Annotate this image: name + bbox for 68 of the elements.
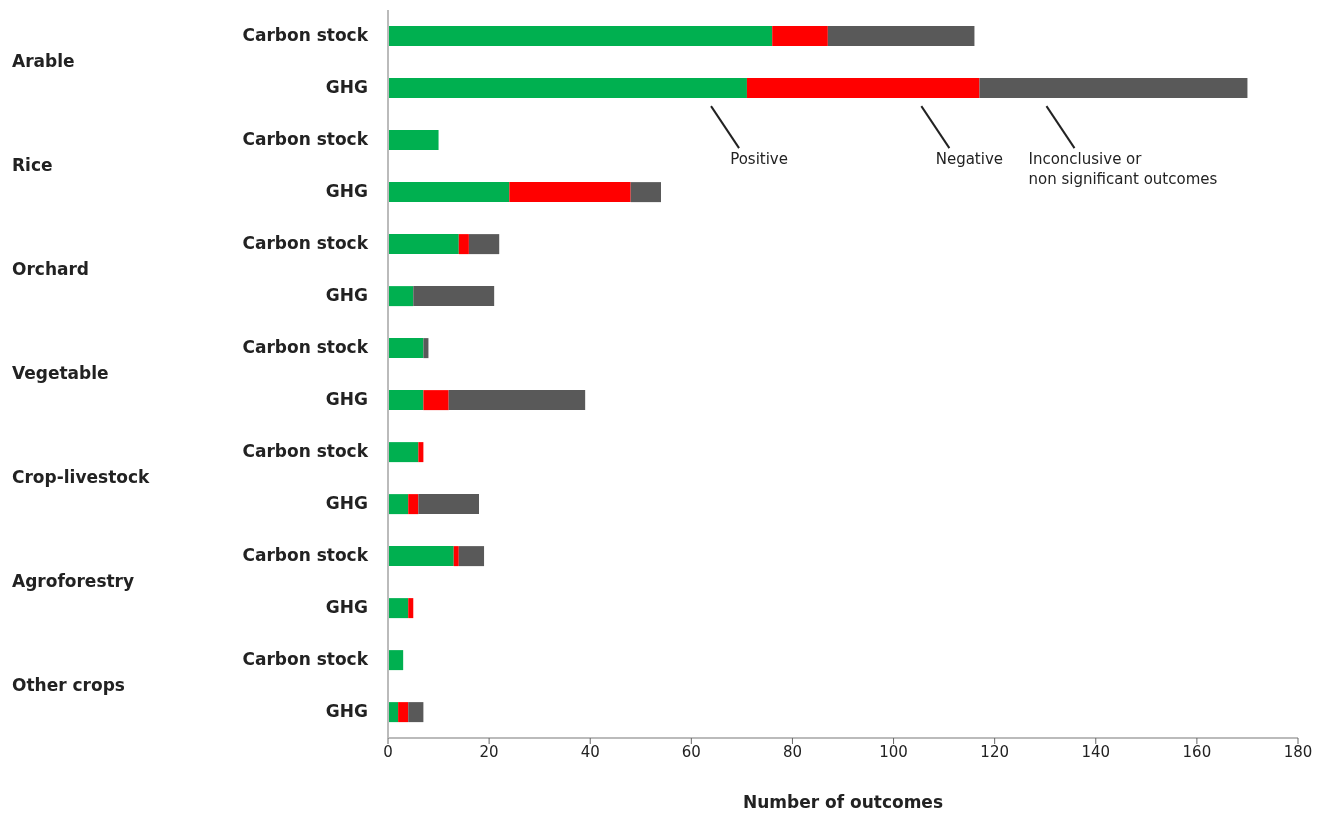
y-tick-label: GHG	[325, 597, 368, 617]
text: Other crops	[12, 675, 125, 695]
bar	[468, 234, 500, 255]
bar	[408, 598, 414, 619]
bar	[388, 182, 510, 203]
y-tick-label: GHG	[325, 701, 368, 721]
x-tick-label: 0	[383, 742, 393, 761]
text: Agroforestry	[12, 571, 135, 591]
x-tick-label: 100	[879, 742, 908, 761]
y-tick-label: Carbon stock	[242, 441, 369, 461]
x-tick-label: 160	[1182, 742, 1212, 761]
bar	[458, 234, 469, 255]
bar	[423, 338, 429, 359]
bar	[453, 546, 459, 567]
text: Crop-livestock	[12, 467, 151, 487]
bar	[772, 26, 828, 47]
x-tick-label: 120	[980, 742, 1009, 761]
y-tick-label: GHG	[325, 285, 368, 305]
bar	[388, 494, 409, 515]
bar	[418, 442, 424, 463]
bar	[509, 182, 631, 203]
x-tick-label: 40	[580, 742, 600, 761]
x-axis-title: Number of outcomes	[742, 792, 944, 812]
bar	[827, 26, 975, 47]
x-tick-label: 20	[479, 742, 499, 761]
y-tick-label: Carbon stock	[242, 649, 369, 669]
text: Rice	[12, 155, 53, 175]
bar	[388, 338, 424, 359]
y-tick-label: GHG	[325, 493, 368, 513]
text: Inconclusive or non significant outcomes	[1028, 150, 1218, 189]
bar	[388, 650, 404, 671]
text: Arable	[12, 51, 75, 71]
bar	[408, 494, 419, 515]
bar	[388, 78, 747, 99]
bar	[746, 78, 980, 99]
y-tick-label: Carbon stock	[242, 25, 369, 45]
x-tick-label: 140	[1081, 742, 1111, 761]
bar	[388, 546, 454, 567]
y-tick-label: Carbon stock	[242, 545, 369, 565]
bar	[388, 286, 414, 307]
x-tick-label: 80	[782, 742, 802, 761]
y-tick-label: GHG	[325, 389, 368, 409]
bar	[448, 390, 586, 411]
y-tick-label: Carbon stock	[242, 337, 369, 357]
text: Negative	[935, 150, 1004, 169]
text: Vegetable	[12, 363, 109, 383]
bar	[423, 390, 449, 411]
bar	[388, 442, 419, 463]
bar	[388, 598, 409, 619]
y-tick-label: Carbon stock	[242, 129, 369, 149]
bar	[979, 78, 1248, 99]
x-tick-label: 180	[1283, 742, 1313, 761]
x-tick-label: 60	[681, 742, 701, 761]
bar	[398, 702, 409, 723]
y-tick-label: GHG	[325, 77, 368, 97]
bar	[388, 130, 439, 151]
bar	[388, 234, 459, 255]
bar	[418, 494, 479, 515]
text: Positive	[730, 150, 788, 169]
bar	[408, 702, 424, 723]
bar	[388, 26, 773, 47]
bar	[630, 182, 661, 203]
y-tick-label: Carbon stock	[242, 233, 369, 253]
bar	[413, 286, 495, 307]
text: Orchard	[12, 259, 90, 279]
bar	[458, 546, 485, 567]
y-tick-label: GHG	[325, 181, 368, 201]
bar	[388, 390, 424, 411]
